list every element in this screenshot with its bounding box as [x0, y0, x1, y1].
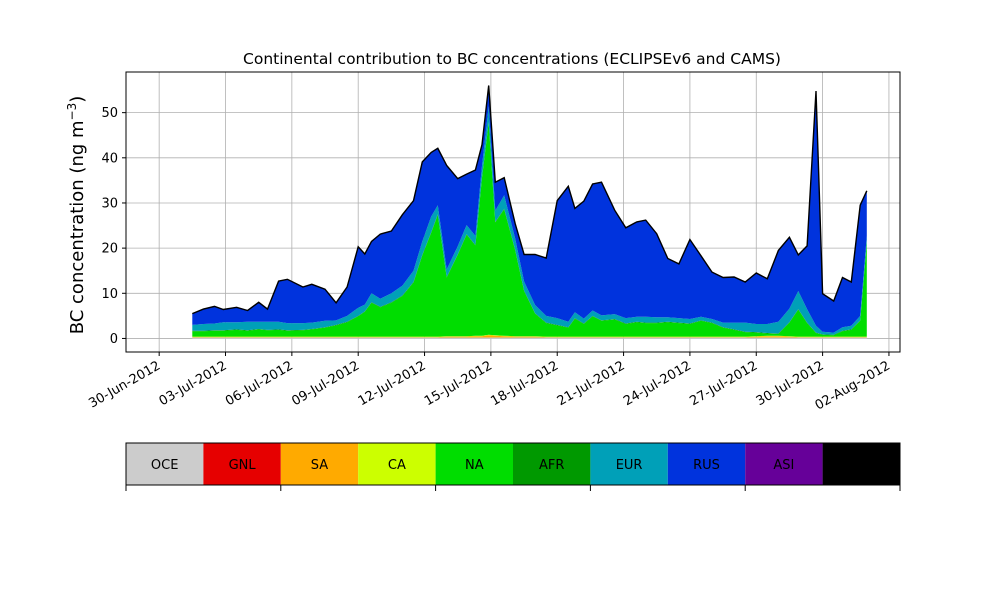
legend-label-na: NA — [465, 458, 484, 473]
legend-swatch-sa — [280, 443, 359, 485]
stacked-areas — [192, 85, 867, 339]
y-tick-label-4: 40 — [101, 151, 118, 166]
area-series-ca — [192, 334, 867, 338]
legend-swatch-ca — [358, 443, 436, 485]
x-tick-label-6: 18-Jul-2012 — [488, 358, 561, 409]
x-tick-label-7: 21-Jul-2012 — [555, 358, 628, 409]
legend-swatch-rus — [667, 443, 746, 485]
x-tick-label-9: 27-Jul-2012 — [687, 358, 760, 409]
legend-frame — [125, 442, 901, 486]
x-tick-label-3: 09-Jul-2012 — [289, 358, 362, 409]
legend-label-aus: AUS — [848, 458, 875, 473]
x-tick-label-11: 02-Aug-2012 — [813, 358, 893, 413]
y-axis-label-superscript: −3 — [65, 103, 79, 121]
legend-label-oce: OCE — [151, 458, 179, 473]
y-axis-label-main: BC concentration (ng m — [67, 120, 88, 334]
plot-frame — [125, 71, 901, 353]
total-concentration-line — [192, 85, 868, 315]
x-tick-label-0: 30-Jun-2012 — [86, 358, 163, 411]
legend-swatch-na — [435, 443, 513, 485]
x-tick-label-8: 24-Jul-2012 — [621, 358, 694, 409]
legend-label-asi: ASI — [773, 458, 794, 473]
x-tick-label-4: 12-Jul-2012 — [356, 358, 429, 409]
y-tick-label-3: 30 — [101, 196, 118, 211]
legend-label-gnl: GNL — [229, 458, 257, 473]
area-series-na — [192, 122, 867, 337]
y-tick-label-1: 10 — [101, 287, 118, 302]
y-tick-label-0: 0 — [110, 332, 118, 347]
chart-title: Continental contribution to BC concentra… — [243, 50, 781, 68]
area-series-sa — [192, 335, 867, 338]
legend-label-eur: EUR — [616, 458, 643, 473]
y-tick-label-5: 50 — [101, 106, 118, 121]
legend-swatch-oce — [126, 443, 204, 485]
legend-swatch-gnl — [203, 443, 281, 485]
legend-swatch-aus — [822, 443, 900, 485]
area-series-oce — [192, 337, 867, 339]
legend-label-ca: CA — [388, 458, 406, 473]
legend-label-rus: RUS — [693, 458, 720, 473]
legend-label-afr: AFR — [539, 458, 564, 473]
y-tick-label-2: 20 — [101, 242, 118, 257]
x-tick-label-2: 06-Jul-2012 — [223, 358, 296, 409]
y-axis-label: BC concentration (ng m−3) — [65, 96, 88, 335]
area-series-rus — [192, 85, 867, 333]
legend: OCE GNL SA CA NA AFR EUR RUS ASI AUS — [125, 442, 901, 491]
legend-swatch-eur — [590, 443, 668, 485]
legend-swatch-afr — [513, 443, 591, 485]
x-tick-label-5: 15-Jul-2012 — [422, 358, 495, 409]
x-tick-label-1: 03-Jul-2012 — [157, 358, 230, 409]
y-axis-label-suffix: ) — [67, 96, 88, 103]
legend-label-sa: SA — [311, 458, 328, 473]
legend-swatch-asi — [745, 443, 823, 485]
